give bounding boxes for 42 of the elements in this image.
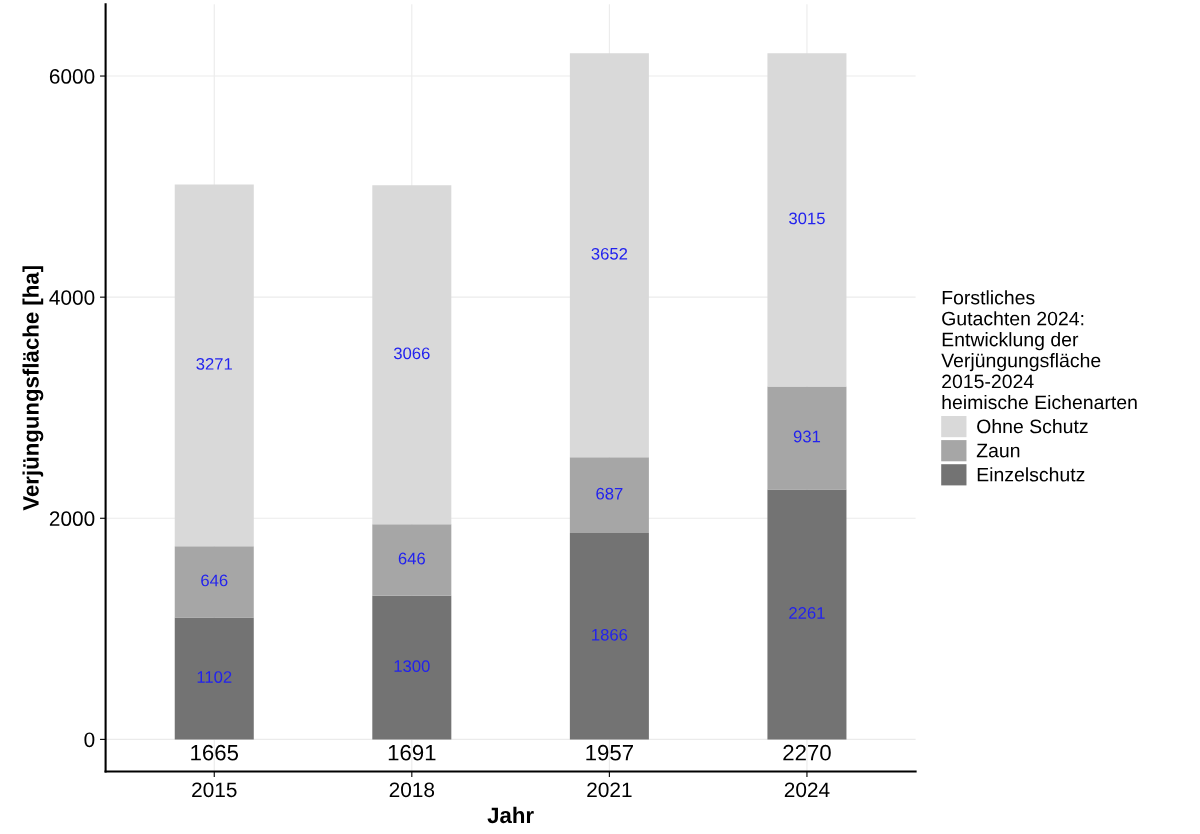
x-tick-label: 2021 [587,782,632,798]
bar [174,546,254,618]
data-label: 646 [398,552,425,565]
bar [569,533,649,740]
y-tick-label: 0 [84,732,95,748]
data-label: 3652 [591,247,628,260]
data-label: 3066 [393,347,430,360]
bar [767,489,847,740]
data-label: 687 [596,487,623,500]
bar [372,185,452,525]
data-label: 2261 [789,607,825,619]
legend-label: Einzelschutz [977,467,1085,482]
data-label: 1300 [394,660,430,672]
bar [569,457,649,534]
annotation: 1691 [388,744,436,761]
bar [174,184,254,547]
data-label: 3271 [196,357,232,370]
bar [372,524,452,596]
x-tick-label: 2024 [784,782,830,798]
annotation: 2270 [783,744,831,761]
y-tick-label: 4000 [49,290,95,305]
bar [569,53,649,458]
bar [767,386,847,490]
data-label: 1866 [592,628,628,641]
y-tick-label: 6000 [49,69,95,84]
legend-title: Forstliches Gutachten 2024: Entwicklung der Verjüngungsfläche 2015-2024 heimische Eichenarten [941,290,1137,410]
bar [174,617,254,740]
x-tick-label: 2018 [389,782,435,798]
x-tick-label: 2015 [192,782,237,798]
x-axis-title: Jahr [487,806,534,824]
annotation: 1665 [191,744,239,761]
data-label: 931 [793,430,821,443]
data-label: 3015 [789,212,825,225]
y-tick-label: 2000 [49,511,95,527]
annotation: 1957 [586,744,633,761]
y-axis-title: Verjüngungsfläche [ha] [22,266,44,511]
data-label: 646 [201,574,228,587]
legend-label: Zaun [976,443,1020,458]
bar [372,595,452,740]
bar [767,53,847,387]
legend-label: Ohne Schutz [977,419,1088,434]
data-label: 1102 [197,671,232,683]
